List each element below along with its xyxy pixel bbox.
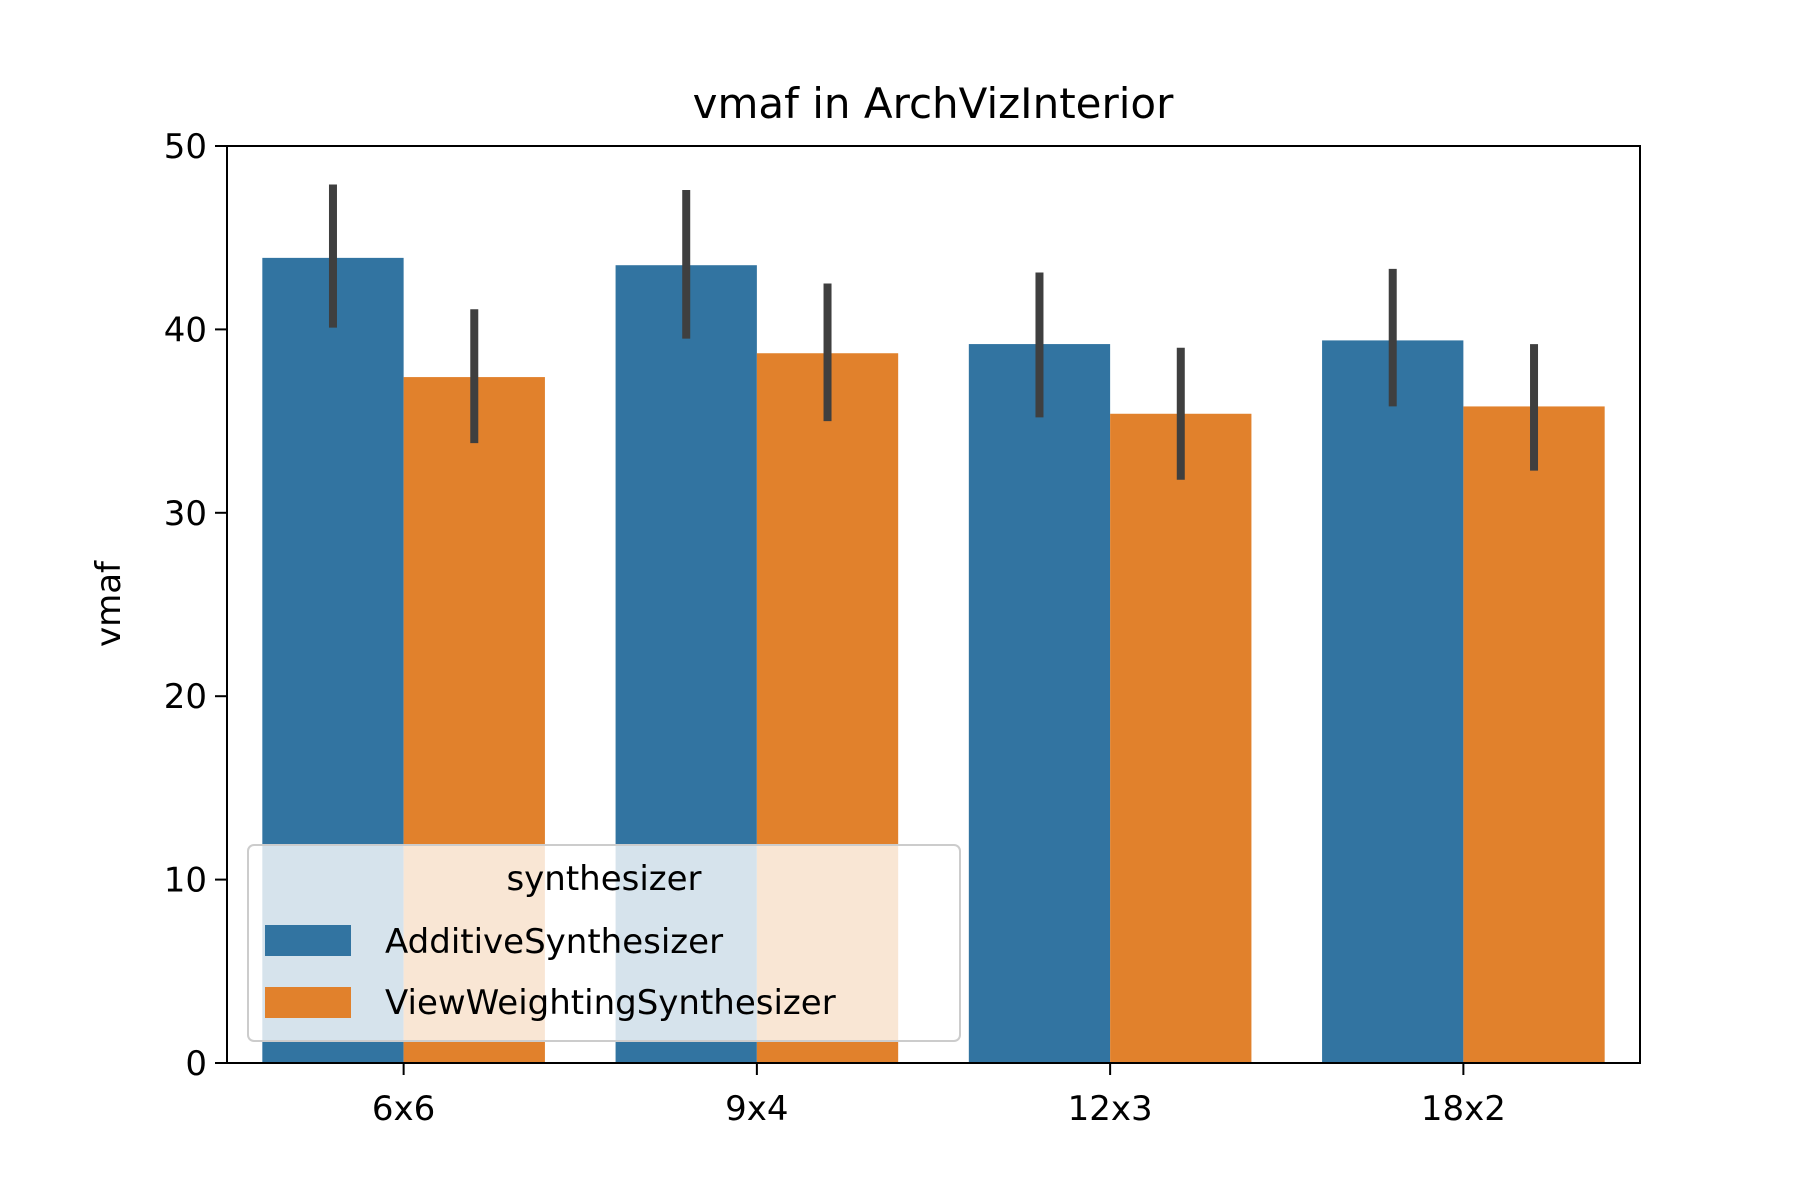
bar-ViewWeightingSynthesizer-12x3 xyxy=(1110,413,1252,1063)
legend-swatch-viewweighting xyxy=(265,987,351,1018)
y-axis: 0 10 20 30 40 50 xyxy=(164,127,227,1084)
y-axis-label: vmaf xyxy=(89,560,129,647)
chart-title: vmaf in ArchVizInterior xyxy=(693,79,1175,128)
legend-swatch-additive xyxy=(265,925,351,956)
legend-box xyxy=(247,844,961,1042)
x-tick-label: 12x3 xyxy=(1068,1089,1153,1129)
bar-AdditiveSynthesizer-18x2 xyxy=(1322,340,1464,1063)
legend-label-additive: AdditiveSynthesizer xyxy=(385,922,723,962)
bar-AdditiveSynthesizer-12x3 xyxy=(968,344,1111,1063)
y-tick-label: 0 xyxy=(185,1044,207,1084)
x-tick-label: 9x4 xyxy=(725,1089,788,1129)
y-tick-label: 40 xyxy=(164,310,207,350)
x-axis: 6x6 9x4 12x3 18x2 xyxy=(372,1063,1506,1129)
legend: synthesizer AdditiveSynthesizer ViewWeig… xyxy=(247,844,961,1042)
error-bars-layer xyxy=(328,184,1539,480)
y-tick-label: 20 xyxy=(164,677,207,717)
y-tick-label: 50 xyxy=(164,127,207,167)
y-tick-label: 10 xyxy=(164,861,207,901)
bar-ViewWeightingSynthesizer-18x2 xyxy=(1463,406,1605,1064)
x-tick-label: 6x6 xyxy=(372,1089,435,1129)
plot-frame xyxy=(226,145,1641,1064)
x-tick-label: 18x2 xyxy=(1421,1089,1506,1129)
y-tick-label: 30 xyxy=(164,494,207,534)
legend-title: synthesizer xyxy=(506,859,701,899)
legend-label-viewweighting: ViewWeightingSynthesizer xyxy=(385,983,836,1023)
